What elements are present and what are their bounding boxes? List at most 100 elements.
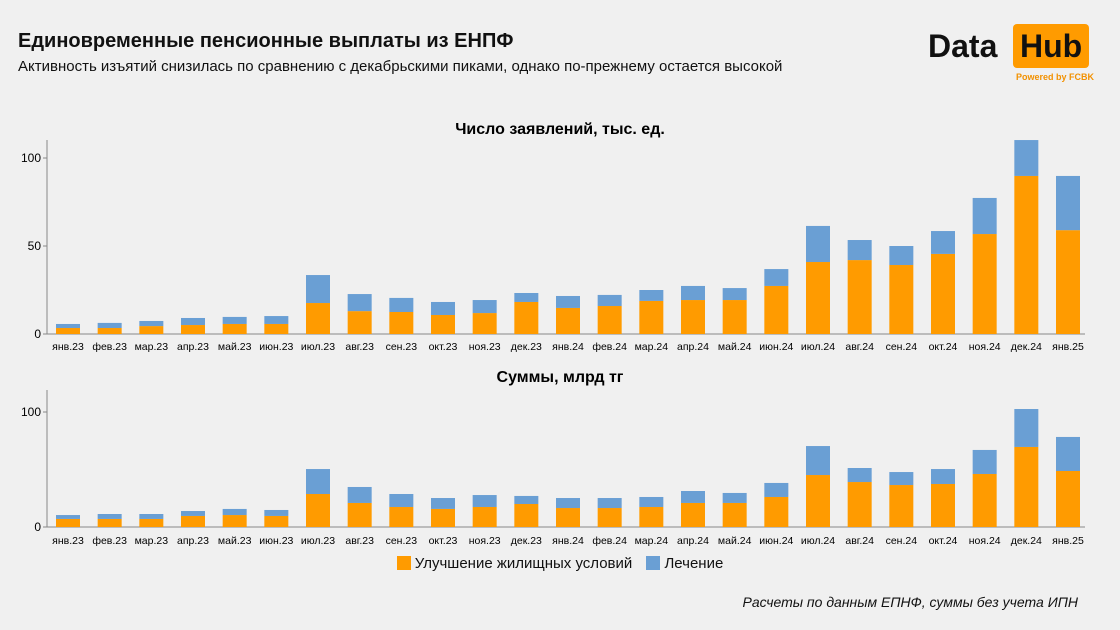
legend-label-housing: Улучшение жилищных условий <box>414 555 633 572</box>
bar-treatment <box>139 514 164 519</box>
bar-treatment <box>264 509 289 516</box>
bar-treatment <box>1056 175 1080 231</box>
x-tick-label: мар.24 <box>635 535 669 547</box>
bar-housing <box>931 253 955 334</box>
x-tick-label: апр.24 <box>677 341 709 353</box>
x-tick-label: сен.23 <box>386 341 418 353</box>
bar-housing <box>972 473 997 527</box>
source-note: Расчеты по данным ЕПНФ, суммы без учета … <box>742 594 1078 610</box>
x-tick-label: авг.24 <box>845 535 874 547</box>
x-tick-label: апр.23 <box>177 535 209 547</box>
y-tick-label: 0 <box>34 327 41 341</box>
bar-treatment <box>847 468 872 483</box>
bar-treatment <box>597 294 622 307</box>
bar-housing <box>597 306 622 334</box>
x-tick-label: июл.24 <box>801 341 835 353</box>
bar-treatment <box>764 482 789 497</box>
bar-treatment <box>181 317 205 326</box>
bar-treatment <box>556 498 580 509</box>
bar-treatment <box>1014 409 1039 447</box>
y-tick-label: 100 <box>21 405 41 419</box>
x-tick-label: авг.23 <box>345 341 374 353</box>
x-tick-label: июн.23 <box>259 341 293 353</box>
bar-treatment <box>97 322 122 329</box>
bar-housing <box>972 234 997 334</box>
x-tick-label: янв.25 <box>1052 341 1084 353</box>
bar-treatment <box>597 498 622 509</box>
x-tick-label: фев.23 <box>92 341 127 353</box>
bar-treatment <box>389 297 414 312</box>
y-tick-label: 0 <box>34 520 41 534</box>
bar-treatment <box>889 472 914 486</box>
bar-treatment <box>972 197 997 235</box>
bar-treatment <box>1014 140 1039 176</box>
bar-housing <box>347 311 372 334</box>
chart-title: Суммы, млрд тг <box>497 369 624 386</box>
bar-housing <box>556 508 580 527</box>
bar-treatment <box>264 316 289 324</box>
legend-swatch-blue <box>646 556 661 570</box>
page-title: Единовременные пенсионные выплаты из ЕНП… <box>18 30 514 52</box>
bar-housing <box>639 506 664 527</box>
bar-housing <box>1014 446 1039 527</box>
bar-treatment <box>431 498 455 509</box>
x-tick-label: окт.24 <box>929 535 958 547</box>
x-tick-label: авг.24 <box>845 341 874 353</box>
bar-treatment <box>56 515 80 519</box>
bar-housing <box>431 314 455 334</box>
bar-treatment <box>97 514 122 519</box>
bar-housing <box>181 515 205 527</box>
x-tick-label: июл.23 <box>301 535 335 547</box>
bar-treatment <box>847 240 872 261</box>
x-tick-label: дек.24 <box>1011 535 1042 547</box>
bar-treatment <box>681 285 705 301</box>
bar-housing <box>472 506 497 527</box>
bar-housing <box>1056 470 1080 527</box>
bar-housing <box>681 300 705 334</box>
x-tick-label: мар.23 <box>135 535 169 547</box>
x-tick-label: июл.23 <box>301 341 335 353</box>
bar-treatment <box>931 231 955 254</box>
bar-housing <box>806 475 830 527</box>
x-tick-label: янв.23 <box>52 535 84 547</box>
bar-treatment <box>681 491 705 503</box>
bar-housing <box>514 301 539 334</box>
bar-housing <box>56 328 80 334</box>
page-subtitle: Активность изъятий снизилась по сравнени… <box>18 58 783 75</box>
legend-label-treatment: Лечение <box>664 555 724 572</box>
bar-treatment <box>472 495 497 507</box>
bar-housing <box>347 502 372 527</box>
legend-item-treatment: Лечение <box>646 555 723 572</box>
bar-housing <box>556 307 580 334</box>
legend-swatch-orange <box>396 556 411 570</box>
bar-housing <box>847 260 872 334</box>
x-tick-label: янв.24 <box>552 535 584 547</box>
x-tick-label: окт.23 <box>429 535 458 547</box>
x-tick-label: июн.24 <box>759 341 793 353</box>
x-tick-label: ноя.24 <box>969 341 1001 353</box>
bar-treatment <box>722 492 747 503</box>
bar-housing <box>97 518 122 527</box>
bar-treatment <box>347 486 372 503</box>
bar-housing <box>1056 230 1080 334</box>
x-tick-label: окт.23 <box>429 341 458 353</box>
bar-treatment <box>514 292 539 302</box>
x-tick-label: авг.23 <box>345 535 374 547</box>
bar-housing <box>472 313 497 334</box>
bar-housing <box>764 285 789 334</box>
x-tick-label: апр.24 <box>677 535 709 547</box>
bar-treatment <box>431 301 455 315</box>
bar-treatment <box>181 511 205 516</box>
bar-housing <box>639 300 664 334</box>
logo-tagline: Powered by FCBK <box>1016 72 1095 82</box>
bar-treatment <box>306 275 330 304</box>
bar-treatment <box>389 493 414 507</box>
x-tick-label: дек.24 <box>1011 341 1042 353</box>
x-tick-label: май.23 <box>218 341 252 353</box>
x-tick-label: ноя.23 <box>469 535 501 547</box>
x-tick-label: дек.23 <box>511 341 542 353</box>
bar-housing <box>597 508 622 527</box>
bar-housing <box>264 323 289 334</box>
bar-treatment <box>972 449 997 474</box>
